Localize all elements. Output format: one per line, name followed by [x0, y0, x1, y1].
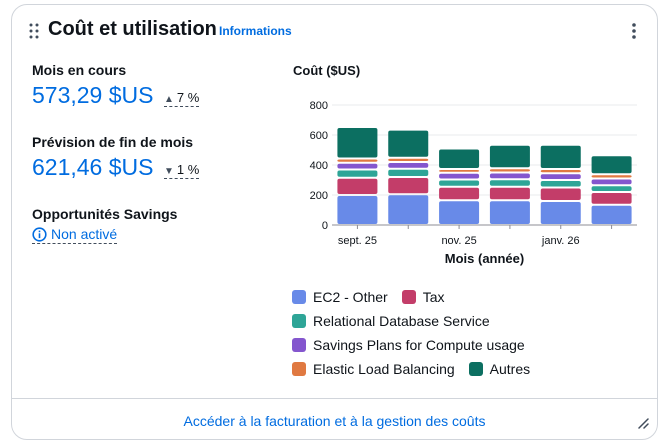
- legend-label-autres: Autres: [489, 361, 531, 377]
- legend-swatch-tax: [401, 290, 416, 304]
- resize-handle-icon[interactable]: [637, 417, 649, 429]
- billing-link[interactable]: Accéder à la facturation et à la gestion…: [183, 413, 486, 429]
- bar-segment[interactable]: [489, 201, 530, 224]
- info-circle-icon: [32, 226, 47, 242]
- bar-segment[interactable]: [439, 180, 480, 186]
- chart-title: Coût ($US): [293, 63, 361, 78]
- bar-segment[interactable]: [489, 187, 530, 200]
- info-link[interactable]: Informations: [219, 24, 292, 38]
- legend-swatch-savings-plans: [292, 338, 306, 352]
- cost-bar-chart: 0 200 400 600 800 sept. 25 nov. 25 janv. 26 Mois…: [310, 100, 637, 266]
- bar-segment[interactable]: [388, 169, 429, 176]
- bar-segment[interactable]: [337, 170, 378, 177]
- savings-status-text: Non activé: [51, 226, 118, 242]
- bar-segment[interactable]: [591, 205, 632, 224]
- bar-segment[interactable]: [439, 173, 480, 179]
- legend-swatch-rds: [292, 314, 306, 328]
- current-month-trend-value: 7 %: [176, 90, 200, 105]
- x-tick-label: janv. 26: [541, 235, 580, 247]
- trend-down-icon: ▼: [164, 166, 174, 177]
- drag-handle-icon[interactable]: [29, 23, 39, 39]
- bar-segment[interactable]: [439, 187, 480, 200]
- current-month-label: Mois en cours: [32, 62, 127, 78]
- bar-segment[interactable]: [337, 128, 378, 158]
- bar-segment[interactable]: [591, 175, 632, 178]
- legend-swatch-elb: [292, 362, 306, 376]
- bar-segment[interactable]: [337, 178, 378, 194]
- y-tick-label: 0: [322, 220, 328, 232]
- legend-swatch-ec2-other: [292, 290, 306, 304]
- legend-label-elb: Elastic Load Balancing: [313, 361, 455, 377]
- bar-segment[interactable]: [540, 170, 581, 173]
- bar-segment[interactable]: [388, 130, 429, 157]
- legend-label-savings-plans: Savings Plans for Compute usage: [313, 337, 525, 353]
- x-tick-label: sept. 25: [338, 235, 377, 247]
- legend-label-ec2-other: EC2 - Other: [313, 289, 388, 305]
- y-tick-label: 600: [310, 130, 328, 142]
- current-month-trend[interactable]: ▲ 7 %: [164, 90, 200, 107]
- y-tick-label: 800: [310, 100, 328, 112]
- bar-segment[interactable]: [388, 163, 429, 168]
- x-tick-label: nov. 25: [441, 235, 476, 247]
- current-month-value: 573,29 $US: [32, 82, 154, 108]
- bar-segment[interactable]: [439, 201, 480, 224]
- legend-label-tax: Tax: [422, 289, 445, 305]
- bar-segment[interactable]: [489, 145, 530, 168]
- widget-title: Coût et utilisation: [48, 18, 217, 40]
- forecast-value: 621,46 $US: [32, 154, 154, 180]
- savings-status[interactable]: Non activé: [32, 226, 118, 244]
- bar-segment[interactable]: [337, 159, 378, 162]
- legend-swatch-autres: [468, 362, 483, 376]
- legend-item-elb[interactable]: Elastic Load Balancing: [292, 361, 455, 377]
- y-tick-label: 200: [310, 190, 328, 202]
- cost-usage-widget: Coût et utilisation Informations Mois en…: [11, 4, 658, 440]
- y-tick-label: 400: [310, 160, 328, 172]
- bar-segment[interactable]: [489, 169, 530, 172]
- bar-segment[interactable]: [591, 186, 632, 191]
- forecast-label: Prévision de fin de mois: [32, 134, 194, 150]
- chart-legend: EC2 - Other Tax Relational Database Serv…: [292, 285, 622, 381]
- bar-segment[interactable]: [337, 163, 378, 169]
- x-axis-label: Mois (année): [445, 251, 524, 266]
- more-options-icon[interactable]: [629, 21, 639, 41]
- legend-label-rds: Relational Database Service: [313, 313, 490, 329]
- bar-segment[interactable]: [591, 156, 632, 174]
- bar-segment[interactable]: [540, 145, 581, 169]
- trend-up-icon: ▲: [164, 94, 174, 105]
- bar-segment[interactable]: [489, 180, 530, 186]
- legend-item-autres[interactable]: Autres: [468, 361, 531, 377]
- bar-segment[interactable]: [337, 196, 378, 224]
- footer-divider: [12, 398, 657, 399]
- bar-segment[interactable]: [591, 193, 632, 204]
- bar-segment[interactable]: [388, 195, 429, 224]
- bar-segment[interactable]: [388, 178, 429, 194]
- savings-label: Opportunités Savings: [32, 206, 178, 222]
- bar-segment[interactable]: [439, 149, 480, 169]
- bar-segment[interactable]: [388, 158, 429, 161]
- bar-segment[interactable]: [540, 174, 581, 179]
- forecast-trend-value: 1 %: [176, 162, 200, 177]
- legend-item-tax[interactable]: Tax: [401, 289, 445, 305]
- bar-segment[interactable]: [591, 179, 632, 185]
- legend-item-rds[interactable]: Relational Database Service: [292, 313, 490, 329]
- forecast-trend[interactable]: ▼ 1 %: [164, 162, 200, 179]
- legend-item-savings-plans[interactable]: Savings Plans for Compute usage: [292, 337, 525, 353]
- bar-segment[interactable]: [540, 181, 581, 187]
- bar-segment[interactable]: [489, 173, 530, 179]
- legend-item-ec2-other[interactable]: EC2 - Other: [292, 289, 388, 305]
- bar-segment[interactable]: [540, 188, 581, 201]
- bar-segment[interactable]: [540, 202, 581, 224]
- bar-segment[interactable]: [439, 170, 480, 172]
